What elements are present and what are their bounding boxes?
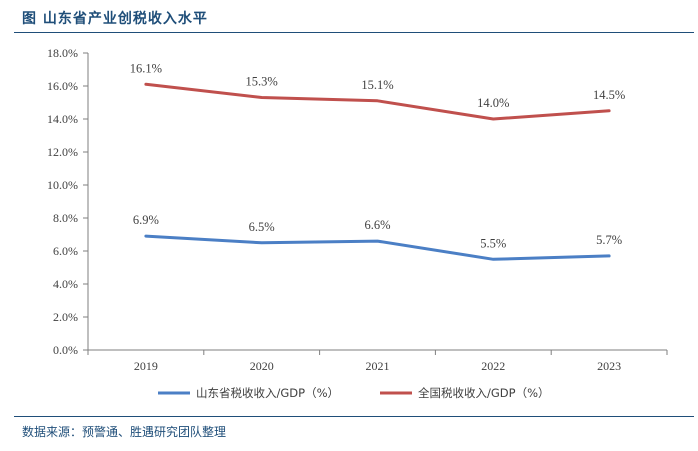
- chart-legend: 山东省税收收入/GDP（%） 全国税收收入/GDP（%）: [158, 386, 550, 400]
- data-label: 5.7%: [596, 233, 622, 247]
- y-tick-label: 0.0%: [53, 343, 78, 357]
- data-label: 6.6%: [364, 218, 390, 232]
- y-tick-label: 8.0%: [53, 211, 78, 225]
- y-tick-label: 18.0%: [47, 46, 78, 60]
- y-tick-label: 4.0%: [53, 277, 78, 291]
- data-label: 6.5%: [249, 220, 275, 234]
- series-shandong-line: [144, 234, 611, 261]
- source-note: 数据来源：预警通、胜遇研究团队整理: [22, 425, 227, 439]
- data-label: 6.9%: [133, 213, 159, 227]
- data-label: 15.1%: [361, 78, 393, 92]
- y-tick-label: 12.0%: [47, 145, 78, 159]
- data-label: 14.5%: [593, 88, 625, 102]
- y-tick-label: 10.0%: [47, 178, 78, 192]
- bottom-divider: [14, 416, 694, 417]
- series-national: 16.1% 15.3% 15.1% 14.0% 14.5%: [130, 61, 625, 121]
- y-tick-label: 14.0%: [47, 112, 78, 126]
- data-label: 5.5%: [480, 236, 506, 250]
- x-tick-label: 2023: [597, 359, 621, 373]
- data-label: 14.0%: [477, 96, 509, 110]
- series-shandong: 6.9% 6.5% 6.6% 5.5% 5.7%: [133, 213, 622, 261]
- top-divider: [14, 32, 694, 33]
- x-tick-label: 2022: [481, 359, 505, 373]
- y-tick-label: 6.0%: [53, 244, 78, 258]
- y-tick-label: 16.0%: [47, 79, 78, 93]
- data-label: 15.3%: [246, 75, 278, 89]
- x-tick-label: 2021: [366, 359, 390, 373]
- x-tick-label: 2019: [134, 359, 158, 373]
- series-layer: 6.9% 6.5% 6.6% 5.5% 5.7% 16.1% 15.3% 15.1% 14.0%…: [130, 61, 625, 261]
- legend-label: 山东省税收收入/GDP（%）: [196, 386, 339, 400]
- legend-label: 全国税收收入/GDP（%）: [418, 386, 550, 400]
- chart-axes: 0.0% 2.0% 4.0% 6.0% 8.0% 10.0% 12.0% 14.0% 16.0%…: [47, 46, 668, 373]
- x-tick-label: 2020: [250, 359, 274, 373]
- data-label: 16.1%: [130, 61, 162, 75]
- y-tick-label: 2.0%: [53, 310, 78, 324]
- chart-title: 图 山东省产业创税收入水平: [22, 11, 208, 27]
